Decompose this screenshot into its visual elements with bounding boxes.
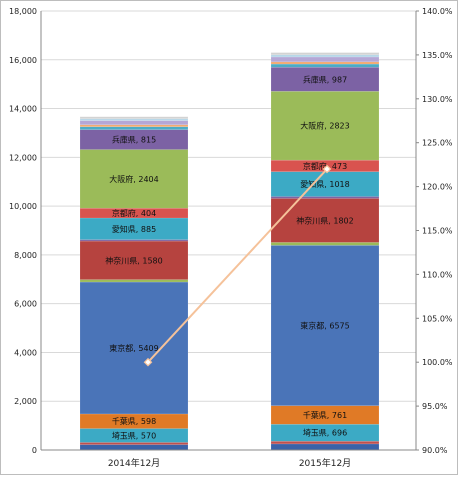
bar-segment: [79, 118, 189, 121]
data-label: 千葉県, 761: [303, 410, 347, 420]
bar-segment: [79, 442, 189, 445]
data-label: 神奈川県, 1802: [296, 215, 353, 225]
bar-segment: [79, 116, 189, 119]
bar-segment: [79, 279, 189, 283]
y2-tick-label: 130.0%: [422, 95, 453, 104]
bar-segment: [79, 444, 189, 451]
y-tick-label: 16,000: [9, 56, 37, 65]
bar-segment: [79, 281, 189, 415]
x-tick-label: 2014年12月: [108, 457, 160, 469]
bars: [79, 52, 380, 451]
data-label: 神奈川県, 1580: [105, 255, 162, 265]
bar-segment: [79, 217, 189, 240]
bar-segment: [79, 126, 189, 130]
data-label: 千葉県, 598: [112, 416, 156, 426]
y-tick-label: 12,000: [9, 153, 37, 162]
y2-tick-label: 95.0%: [422, 402, 448, 411]
data-label: 東京都, 6575: [300, 321, 349, 331]
bar-segment: [270, 440, 380, 445]
y-tick-label: 10,000: [9, 202, 37, 211]
data-label: 大阪府, 2404: [109, 174, 158, 184]
y2-tick-label: 100.0%: [422, 358, 453, 367]
y2-tick-label: 120.0%: [422, 183, 453, 192]
y2-tick-label: 115.0%: [422, 227, 453, 236]
bar-segment: [79, 124, 189, 127]
axes: 0 2,000 4,000 6,000 8,000 10,000 12,000 14,000 1…: [9, 7, 453, 469]
y2-tick-label: 110.0%: [422, 270, 453, 279]
y2-tick-label: 125.0%: [422, 139, 453, 148]
bar-segment: [270, 66, 380, 92]
bar-segment: [79, 240, 189, 280]
bar-segment: [79, 149, 189, 209]
bar-segment: [270, 245, 380, 406]
bar-segment: [270, 171, 380, 197]
bar-segment: [270, 196, 380, 199]
growth-line-segment: [147, 168, 328, 363]
data-label: 大阪府, 2823: [300, 121, 349, 131]
data-label: 兵庫県, 815: [112, 135, 156, 145]
y-tick-label: 4,000: [14, 348, 37, 357]
data-label: 京都府, 404: [112, 208, 156, 218]
x-tick-label: 2015年12月: [299, 457, 351, 469]
bar-segment: [79, 120, 189, 126]
y2-tick-label: 140.0%: [422, 7, 453, 16]
bar-segment: [270, 61, 380, 65]
bar-segment: [270, 56, 380, 63]
y2-tick-label: 90.0%: [422, 446, 448, 455]
y-tick-label: 14,000: [9, 105, 37, 114]
y-tick-label: 2,000: [14, 397, 37, 406]
data-label: 京都府, 473: [303, 161, 347, 171]
y-tick-label: 18,000: [9, 7, 37, 16]
growth-line: [143, 164, 332, 367]
segment-labels: 埼玉県, 570 千葉県, 598 東京都, 5409 神奈川県, 1580 愛知県, …: [105, 74, 353, 440]
data-label: 愛知県, 885: [112, 224, 156, 234]
y-tick-label: 6,000: [14, 300, 37, 309]
bar-segment: [270, 52, 380, 56]
growth-line-marker: [322, 164, 332, 174]
data-label: 愛知県, 1018: [300, 179, 349, 189]
bar-segment: [270, 242, 380, 246]
data-label: 埼玉県, 696: [303, 428, 347, 438]
y-tick-label: 0: [32, 446, 37, 455]
y2-tick-label: 105.0%: [422, 314, 453, 323]
bar-segment: [270, 443, 380, 451]
growth-line-marker: [143, 357, 153, 367]
y2-tick-label: 135.0%: [422, 51, 453, 60]
data-label: 埼玉県, 570: [112, 430, 156, 440]
bar-segment: [270, 54, 380, 58]
bar-segment: [270, 198, 380, 243]
data-label: 兵庫県, 987: [303, 74, 347, 84]
bar-segment: [270, 63, 380, 68]
y-tick-label: 8,000: [14, 251, 37, 260]
data-label: 東京都, 5409: [109, 343, 158, 353]
bar-segment: [270, 91, 380, 161]
